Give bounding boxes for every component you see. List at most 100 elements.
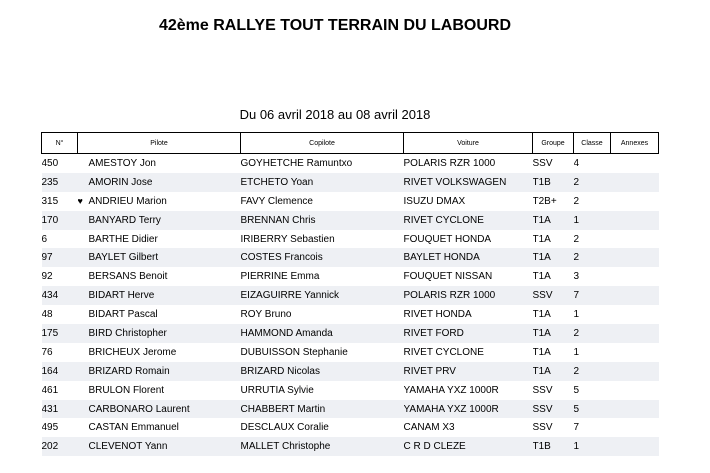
cell-pilote: BARTHE Didier [78,230,241,249]
pilote-name: BERSANS Benoit [88,271,168,283]
pilote-name: ANDRIEU Marion [88,195,167,207]
table-row: 92 BERSANS Benoit PIERRINE Emma FOUQUET NIS… [42,267,659,286]
cell-classe: 1 [573,346,580,358]
table-row: 175 BIRD Christopher HAMMOND Amanda RIVET F… [41,324,659,343]
cell-num: 434 [41,286,78,306]
table-row: 450 AMESTOY Jon GOYHETCHE Ramuntxo POLARIS … [42,154,659,173]
cell-copilote: BRENNAN Chris [240,210,404,230]
cell-copilote: GOYHETCHE Ramuntxo [240,157,353,169]
cell-pilote: BRICHEUX Jerome [78,343,241,362]
cell-num: 48 [41,309,53,321]
cell-voiture: RIVET HONDA [403,309,472,321]
cell-voiture: RIVET CYCLONE [403,346,484,358]
cell-classe: 1 [573,309,580,321]
table-row: 202 CLEVENOT Yann MALLET Christophe C R D C… [41,437,659,457]
cell-pilote: BERSANS Benoit [78,267,241,286]
cell-annexes [611,305,659,324]
cell-annexes [611,267,659,286]
header-groupe: Groupe [532,132,574,154]
cell-num: 315 [41,195,59,207]
cell-groupe: T1A [532,248,574,268]
cell-voiture: YAMAHA YXZ 1000R [403,399,533,419]
table-row: 48 BIDART Pascal ROY Bruno RIVET HONDA T1A 1 [42,305,659,324]
cell-voiture: RIVET VOLKSWAGEN [403,172,533,192]
cell-groupe: SSV [532,422,553,434]
cell-annexes [610,248,659,268]
cell-copilote: CHABBERT Martin [240,399,404,419]
pilote-name: BANYARD Terry [88,214,161,226]
cell-pilote: AMESTOY Jon [78,154,241,173]
table-header-row: N° Pilote Copilote Voiture Groupe Classe… [41,132,659,154]
cell-groupe: T1A [532,309,551,321]
cell-num: 6 [41,233,48,245]
table-row: 164 BRIZARD Romain BRIZARD Nicolas RIVET PR… [41,361,659,381]
cell-annexes [610,361,659,381]
pilote-name: BARTHE Didier [88,233,158,245]
cell-annexes [610,286,659,306]
cell-classe: 2 [573,248,611,268]
cell-groupe: SSV [532,399,574,419]
cell-pilote: BAYLET Gilbert [77,248,241,268]
cell-pilote: ♥ ANDRIEU Marion [78,192,241,211]
cell-pilote: BIRD Christopher [77,324,241,343]
table-row: 97 BAYLET Gilbert COSTES Francois BAYLET HO… [41,248,659,268]
cell-annexes [610,324,659,343]
pilote-name: BIRD Christopher [88,327,167,339]
cell-groupe: T1A [532,361,574,381]
cell-copilote: FAVY Clemence [240,195,313,207]
header-num: N° [41,132,78,154]
cell-classe: 5 [573,384,580,396]
cell-num: 92 [41,271,53,283]
cell-copilote: DUBUISSON Stephanie [240,346,348,358]
cell-groupe: T1A [532,210,574,230]
cell-classe: 7 [573,286,611,306]
cell-copilote: URRUTIA Sylvie [240,384,314,396]
cell-pilote: BIDART Pascal [78,305,241,324]
header-classe: Classe [573,132,611,154]
header-annexes: Annexes [610,132,659,154]
cell-classe: 2 [573,233,580,245]
cell-num: 450 [41,157,59,169]
cell-num: 431 [41,399,78,419]
cell-num: 202 [41,437,78,457]
cell-annexes [610,210,659,230]
cell-copilote: IRIBERRY Sebastien [240,233,335,245]
cell-num: 164 [41,361,78,381]
pilote-name: CARBONARO Laurent [88,403,190,415]
header-voiture: Voiture [403,132,533,154]
pilote-name: BAYLET Gilbert [88,252,159,264]
cell-copilote: MALLET Christophe [240,437,404,457]
cell-voiture: FOUQUET HONDA [403,233,492,245]
table-row: 6 BARTHE Didier IRIBERRY Sebastien FOUQUET … [42,230,659,249]
cell-voiture: RIVET CYCLONE [403,210,533,230]
cell-copilote: ETCHETO Yoan [240,172,404,192]
cell-pilote: BIDART Herve [77,286,241,306]
cell-num: 461 [41,384,59,396]
cell-pilote: AMORIN Jose [77,172,241,192]
cell-copilote: BRIZARD Nicolas [240,361,404,381]
cell-num: 97 [41,248,78,268]
cell-annexes [611,343,659,362]
cell-voiture: C R D CLEZE [403,437,533,457]
cell-pilote: BRIZARD Romain [77,361,241,381]
cell-groupe: T2B+ [532,195,557,207]
cell-groupe: SSV [532,384,553,396]
cell-num: 235 [41,172,78,192]
cell-groupe: T1B [532,172,574,192]
table-row: 235 AMORIN Jose ETCHETO Yoan RIVET VOLKSWAG… [41,172,659,192]
cell-annexes [610,437,659,457]
cell-annexes [611,154,659,173]
cell-groupe: T1A [532,324,574,343]
cell-classe: 1 [573,437,611,457]
cell-pilote: BRULON Florent [78,381,241,400]
cell-num: 175 [41,324,78,343]
table-row: 431 CARBONARO Laurent CHABBERT Martin YAMAH… [41,399,659,419]
cell-classe: 4 [573,157,580,169]
cell-copilote: ROY Bruno [240,309,292,321]
cell-pilote: CLEVENOT Yann [77,437,241,457]
header-copilote: Copilote [240,132,404,154]
cell-annexes [611,192,659,211]
cell-classe: 5 [573,399,611,419]
cell-classe: 1 [573,210,611,230]
cell-classe: 3 [573,271,580,283]
